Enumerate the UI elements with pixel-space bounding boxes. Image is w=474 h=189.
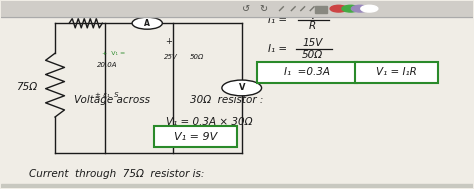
Circle shape (351, 5, 368, 12)
Text: V: V (238, 83, 245, 92)
Text: ↺: ↺ (242, 4, 251, 14)
Text: Current  through  75Ω  resistor is:: Current through 75Ω resistor is: (29, 169, 204, 179)
Text: ↻: ↻ (259, 4, 267, 14)
Circle shape (361, 5, 378, 12)
Text: I₁  =0.3A: I₁ =0.3A (284, 67, 330, 77)
FancyBboxPatch shape (355, 62, 438, 83)
Text: 30Ω: 30Ω (98, 5, 116, 14)
Circle shape (222, 80, 262, 96)
Text: Voltage across: Voltage across (74, 95, 150, 105)
Text: 50Ω: 50Ω (190, 54, 204, 60)
Text: I₁ =: I₁ = (268, 15, 287, 25)
Text: V₁ = 9V: V₁ = 9V (174, 132, 217, 142)
Text: I₁ =: I₁ = (268, 43, 287, 53)
Text: R: R (309, 21, 316, 31)
Text: 20.0A: 20.0A (97, 62, 117, 68)
Circle shape (330, 5, 347, 12)
Text: 75Ω: 75Ω (16, 82, 37, 92)
Bar (0, 184, 474, 188)
Text: +  V₁ =: + V₁ = (102, 51, 126, 56)
Text: +: + (165, 37, 172, 46)
FancyBboxPatch shape (155, 126, 237, 147)
Text: 50Ω: 50Ω (302, 50, 323, 60)
Bar (315, 6, 327, 13)
Circle shape (132, 17, 162, 29)
Text: V: V (309, 11, 316, 21)
Circle shape (342, 5, 359, 12)
Text: 15V: 15V (302, 38, 323, 48)
Text: V₁ = I₁R: V₁ = I₁R (376, 67, 417, 77)
Text: ± ε₁  S: ± ε₁ S (95, 91, 119, 98)
Text: 25V: 25V (164, 54, 178, 60)
Bar (0, 1, 474, 17)
Text: V₁ = 0.3A × 30Ω: V₁ = 0.3A × 30Ω (166, 117, 253, 127)
Text: 30Ω  resistor :: 30Ω resistor : (190, 95, 263, 105)
Text: A: A (144, 19, 150, 28)
FancyBboxPatch shape (257, 62, 356, 83)
